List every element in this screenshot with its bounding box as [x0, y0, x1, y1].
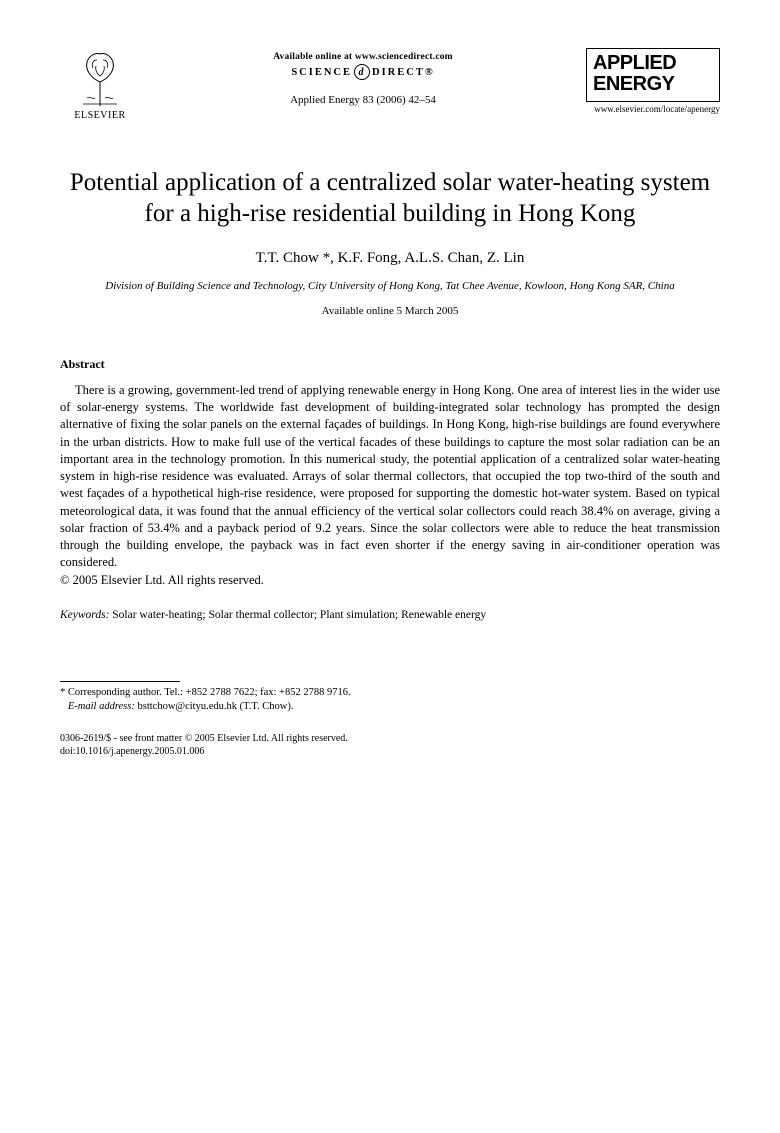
- publisher-logo-box: ELSEVIER: [60, 48, 140, 121]
- email-address[interactable]: bsttchow@cityu.edu.hk: [137, 701, 237, 712]
- keywords-line: Keywords: Solar water-heating; Solar the…: [60, 609, 720, 621]
- available-online-text: Available online at www.sciencedirect.co…: [140, 52, 586, 62]
- journal-name-line1: APPLIED: [593, 53, 713, 74]
- authors-line: T.T. Chow *, K.F. Fong, A.L.S. Chan, Z. …: [60, 250, 720, 267]
- header-center: Available online at www.sciencedirect.co…: [140, 48, 586, 106]
- scidirect-at-icon: d: [354, 64, 370, 80]
- article-title: Potential application of a centralized s…: [60, 167, 720, 230]
- corresponding-author: * Corresponding author. Tel.: +852 2788 …: [60, 686, 720, 700]
- elsevier-tree-icon: [73, 48, 127, 108]
- journal-url[interactable]: www.elsevier.com/locate/apenergy: [586, 104, 720, 114]
- email-tail: (T.T. Chow).: [240, 701, 294, 712]
- footer-doi: doi:10.1016/j.apenergy.2005.01.006: [60, 745, 720, 758]
- footer-line1: 0306-2619/$ - see front matter © 2005 El…: [60, 732, 720, 745]
- footnote-rule: [60, 681, 180, 682]
- abstract-heading: Abstract: [60, 357, 720, 372]
- journal-name-line2: ENERGY: [593, 74, 713, 95]
- abstract-body: There is a growing, government-led trend…: [60, 382, 720, 589]
- footer-block: 0306-2619/$ - see front matter © 2005 El…: [60, 732, 720, 758]
- abstract-text: There is a growing, government-led trend…: [60, 383, 720, 570]
- affiliation: Division of Building Science and Technol…: [60, 279, 720, 293]
- citation-line: Applied Energy 83 (2006) 42–54: [140, 94, 586, 106]
- keywords-text: Solar water-heating; Solar thermal colle…: [112, 609, 486, 621]
- email-line: E-mail address: bsttchow@cityu.edu.hk (T…: [60, 700, 720, 714]
- copyright-line: © 2005 Elsevier Ltd. All rights reserved…: [60, 573, 264, 587]
- journal-column: APPLIED ENERGY www.elsevier.com/locate/a…: [586, 48, 720, 114]
- available-online-date: Available online 5 March 2005: [60, 305, 720, 317]
- scidirect-right: DIRECT®: [372, 67, 435, 78]
- scidirect-left: SCIENCE: [291, 67, 352, 78]
- header-row: ELSEVIER Available online at www.science…: [60, 48, 720, 121]
- email-label: E-mail address:: [68, 701, 135, 712]
- publisher-label: ELSEVIER: [74, 110, 125, 121]
- keywords-label: Keywords:: [60, 609, 109, 621]
- sciencedirect-logo: SCIENCE d DIRECT®: [140, 64, 586, 80]
- journal-logo-box: APPLIED ENERGY: [586, 48, 720, 102]
- footnote-block: * Corresponding author. Tel.: +852 2788 …: [60, 686, 720, 714]
